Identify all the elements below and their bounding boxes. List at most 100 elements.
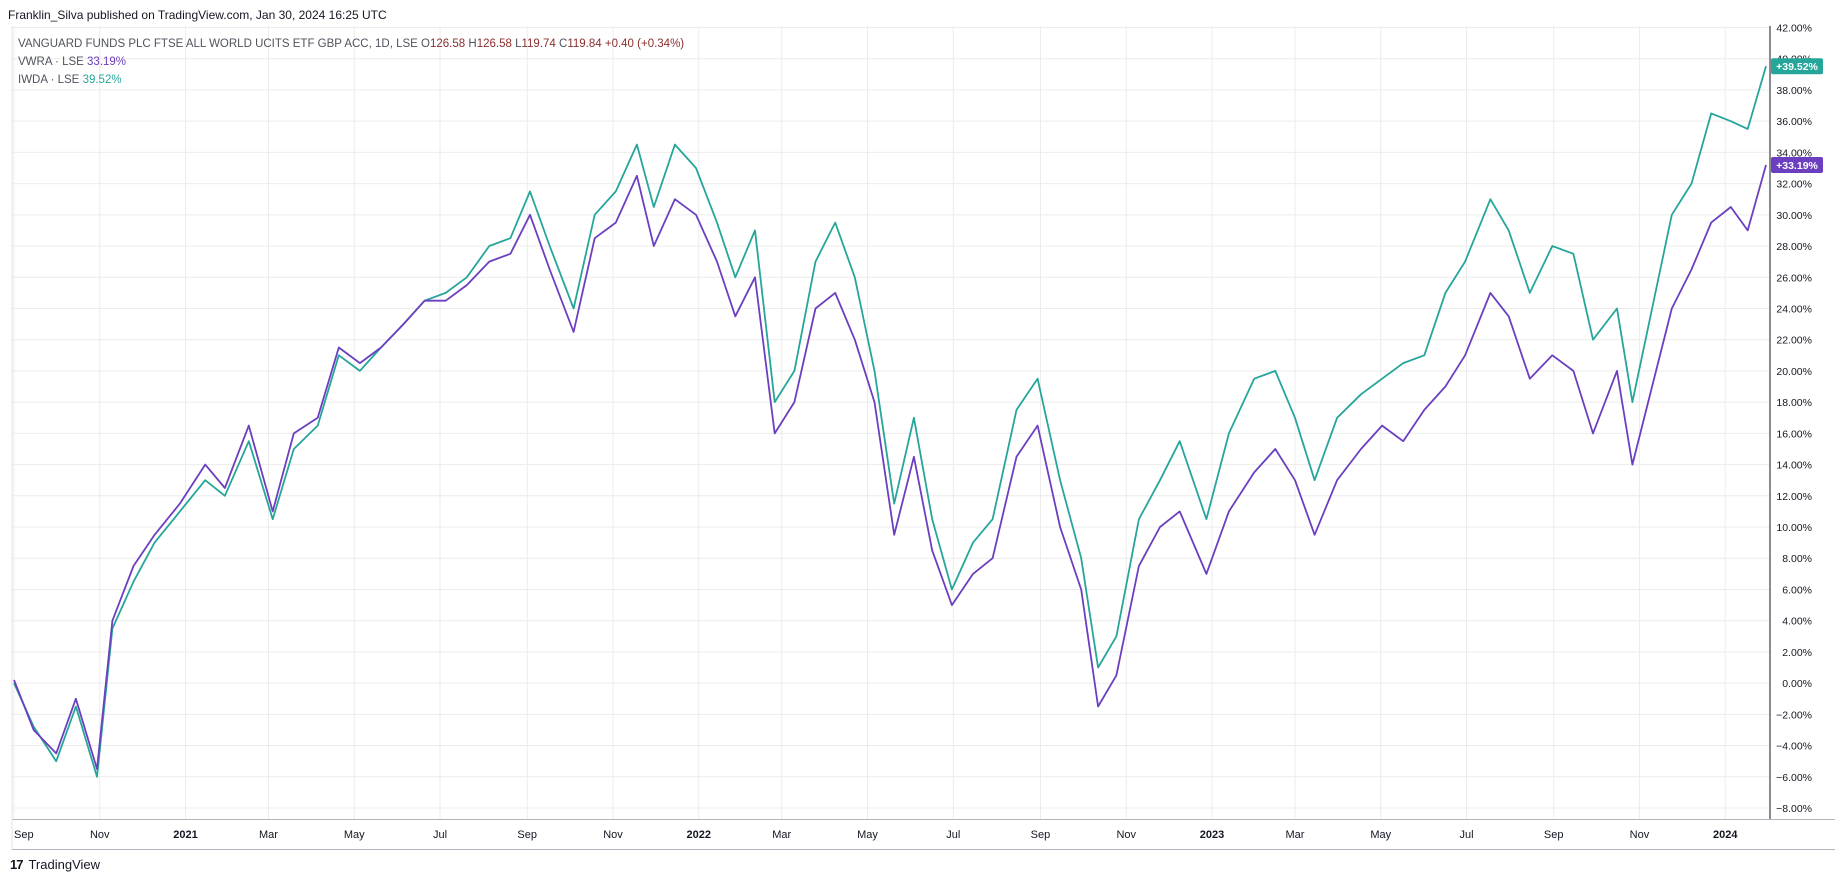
data-point-vwra [509, 253, 511, 255]
x-tick-label: Sep [14, 829, 34, 841]
y-tick-label: 18.00% [1776, 397, 1812, 409]
data-point-vwra [549, 268, 551, 270]
legend-low-value: 119.74 [521, 38, 556, 50]
data-point-iwda [972, 541, 974, 543]
data-point-iwda [1464, 260, 1466, 262]
data-point-iwda [615, 190, 617, 192]
x-tick-label: May [1370, 829, 1391, 841]
legend-series-iwda[interactable]: IWDA · LSE 39.52% [18, 71, 684, 89]
y-tick-label: −2.00% [1776, 709, 1812, 721]
data-point-vwra [293, 432, 295, 434]
y-tick-label: 16.00% [1776, 428, 1812, 440]
data-point-vwra [1080, 588, 1082, 590]
data-point-vwra [1228, 510, 1230, 512]
series-line-vwra[interactable] [13, 164, 1767, 770]
data-point-iwda [96, 776, 98, 778]
data-point-iwda [224, 495, 226, 497]
data-point-iwda [1572, 253, 1574, 255]
series-line-iwda[interactable] [13, 65, 1767, 778]
data-point-vwra [444, 299, 446, 301]
data-point-vwra [1138, 565, 1140, 567]
x-tick-label: 2023 [1200, 829, 1224, 841]
data-point-iwda [1381, 378, 1383, 380]
data-point-iwda [1671, 214, 1673, 216]
data-point-vwra [873, 401, 875, 403]
data-point-vwra [1730, 206, 1732, 208]
data-point-vwra [272, 510, 274, 512]
data-point-vwra [674, 198, 676, 200]
data-point-iwda [1690, 182, 1692, 184]
data-point-vwra [1294, 479, 1296, 481]
tradingview-branding[interactable]: 17 TradingView [10, 857, 100, 872]
data-point-vwra [1616, 370, 1618, 372]
data-point-iwda [636, 143, 638, 145]
y-tick-label: 42.00% [1776, 23, 1812, 35]
data-point-iwda [594, 214, 596, 216]
x-tick-label: Mar [772, 829, 791, 841]
y-tick-label: 2.00% [1782, 647, 1812, 659]
legend-open-label: O [421, 38, 430, 50]
plot-area[interactable]: 42.00%40.00%38.00%36.00%34.00%32.00%30.0… [11, 23, 1835, 850]
data-point-vwra [1036, 424, 1038, 426]
data-point-iwda [132, 580, 134, 582]
legend-series-value: 39.52% [82, 74, 122, 86]
data-point-vwra [529, 214, 531, 216]
data-point-vwra [13, 679, 15, 681]
publish-line: Franklin_Silva published on TradingView.… [8, 8, 387, 22]
plot-background [12, 26, 1770, 819]
legend-series-vwra[interactable]: VWRA · LSE 33.19% [18, 53, 684, 71]
data-point-iwda [1313, 479, 1315, 481]
data-point-vwra [734, 315, 736, 317]
y-tick-label: 24.00% [1776, 303, 1812, 315]
data-point-vwra [1489, 292, 1491, 294]
data-point-iwda [793, 370, 795, 372]
data-point-vwra [1592, 432, 1594, 434]
data-point-iwda [572, 307, 574, 309]
data-point-iwda [1360, 393, 1362, 395]
data-point-iwda [834, 221, 836, 223]
data-point-vwra [1765, 164, 1767, 166]
data-point-iwda [509, 237, 511, 239]
data-point-iwda [1529, 292, 1531, 294]
data-point-iwda [1616, 307, 1618, 309]
x-tick-label: 2021 [173, 829, 197, 841]
x-tick-label: Jul [433, 829, 447, 841]
last-value-badge-iwda: +39.52% [1771, 58, 1823, 75]
data-point-iwda [1402, 362, 1404, 364]
badge-background [1771, 157, 1823, 174]
data-point-vwra [423, 299, 425, 301]
data-point-vwra [204, 463, 206, 465]
y-tick-label: −6.00% [1776, 772, 1812, 784]
y-tick-label: −4.00% [1776, 741, 1812, 753]
data-point-vwra [814, 307, 816, 309]
legend-main-symbol[interactable]: VANGUARD FUNDS PLC FTSE ALL WORLD UCITS … [18, 38, 418, 50]
data-point-vwra [1507, 315, 1509, 317]
data-point-vwra [1336, 479, 1338, 481]
data-point-vwra [1631, 463, 1633, 465]
data-point-vwra [1402, 440, 1404, 442]
y-tick-label: 34.00% [1776, 147, 1812, 159]
data-point-vwra [1313, 534, 1315, 536]
data-point-vwra [636, 175, 638, 177]
legend-series-value: 33.19% [87, 56, 127, 68]
y-tick-label: 10.00% [1776, 522, 1812, 534]
data-point-iwda [248, 440, 250, 442]
data-point-vwra [1159, 526, 1161, 528]
data-point-vwra [991, 557, 993, 559]
x-tick-label: Mar [259, 829, 278, 841]
legend-change: +0.40 (+0.34%) [604, 38, 685, 50]
data-point-iwda [674, 143, 676, 145]
badge-label: +39.52% [1776, 61, 1818, 73]
y-tick-label: 28.00% [1776, 241, 1812, 253]
x-tick-label: May [857, 829, 878, 841]
legend-high-label: H [468, 38, 477, 50]
data-point-iwda [1080, 557, 1082, 559]
data-point-iwda [854, 276, 856, 278]
data-point-iwda [293, 448, 295, 450]
data-point-iwda [716, 221, 718, 223]
data-point-vwra [1274, 448, 1276, 450]
legend-main-row: VANGUARD FUNDS PLC FTSE ALL WORLD UCITS … [18, 35, 684, 53]
legend-series-name: IWDA · LSE [18, 74, 80, 86]
data-point-vwra [359, 362, 361, 364]
